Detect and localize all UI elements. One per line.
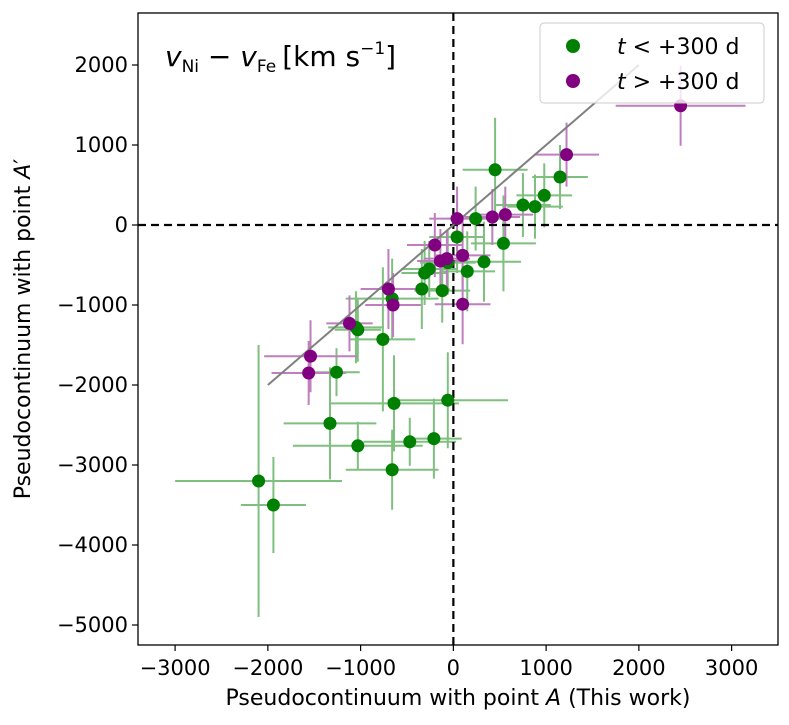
x-tick-label: 1000: [519, 656, 572, 680]
y-tick-label: 2000: [75, 53, 128, 77]
y-axis-ticks: −5000 −4000 −3000 −2000 −1000 0 1000 2000: [57, 53, 138, 637]
data-point-early: [516, 198, 530, 212]
legend-marker-early: [566, 39, 580, 53]
legend: t < +300 d t > +300 d: [539, 22, 765, 104]
y-tick-label: 1000: [75, 133, 128, 157]
title-close: ]: [385, 40, 396, 73]
data-point-early: [323, 416, 337, 430]
data-point-late: [386, 298, 400, 312]
legend-frame: [539, 22, 765, 104]
y-tick-label: 0: [115, 213, 128, 237]
legend-label-late: t > +300 d: [617, 70, 739, 95]
legend-marker-late: [566, 74, 580, 88]
data-point-early: [329, 365, 343, 379]
data-point-early: [266, 498, 280, 512]
data-point-late: [456, 248, 470, 262]
x-tick-label: −2000: [232, 656, 303, 680]
title-minus: −: [199, 40, 240, 73]
y-tick-label: −4000: [57, 533, 128, 557]
legend-var-early: t: [617, 35, 627, 60]
data-point-early: [415, 282, 429, 296]
x-tick-label: 0: [447, 656, 460, 680]
data-point-early: [537, 188, 551, 202]
data-point-late: [498, 208, 512, 222]
data-point-late: [456, 297, 470, 311]
data-point-late: [485, 210, 499, 224]
y-tick-label: −3000: [57, 453, 128, 477]
x-axis-ticks: −3000 −2000 −1000 0 1000 2000 3000: [140, 645, 758, 680]
title-units: [km s: [282, 40, 360, 73]
data-point-early: [460, 264, 474, 278]
error-bars: [175, 65, 746, 617]
legend-text-early: < +300 d: [626, 35, 740, 60]
data-point-early: [427, 432, 441, 446]
data-point-early: [403, 435, 417, 449]
data-point-late: [381, 282, 395, 296]
x-axis-label-pre: Pseudocontinuum with point: [226, 686, 547, 711]
data-point-early: [528, 200, 542, 214]
data-point-early: [477, 255, 491, 269]
data-point-late: [450, 212, 464, 226]
data-point-early: [496, 236, 510, 250]
data-point-early: [435, 284, 449, 298]
data-point-early: [488, 163, 502, 177]
chart-title: vNi − vFe [km s−1]: [165, 39, 396, 77]
x-axis-label-post: (This work): [561, 686, 690, 711]
plot-frame: [137, 12, 779, 646]
fit-line-layer: [267, 64, 640, 386]
y-axis-label: Pseudocontinuum with point A′: [11, 159, 36, 500]
data-point-early: [376, 332, 390, 346]
x-axis-label-var: A: [544, 686, 561, 711]
title-sub-fe: Fe: [257, 57, 276, 77]
data-points: [252, 99, 688, 512]
x-tick-label: −3000: [140, 656, 211, 680]
y-axis-label-pre: Pseudocontinuum with point: [11, 179, 36, 500]
y-axis-label-prime: ′: [11, 159, 36, 164]
plot-marks: [138, 13, 778, 645]
title-exponent: −1: [360, 39, 385, 59]
data-point-late: [428, 238, 442, 252]
data-point-early: [450, 230, 464, 244]
data-point-late: [302, 366, 316, 380]
y-tick-label: −5000: [57, 613, 128, 637]
legend-var-late: t: [617, 70, 627, 95]
data-point-early: [553, 170, 567, 184]
data-point-early: [387, 396, 401, 410]
data-point-early: [441, 393, 455, 407]
y-tick-label: −2000: [57, 373, 128, 397]
y-tick-label: −1000: [57, 293, 128, 317]
legend-text-late: > +300 d: [626, 70, 740, 95]
title-sub-ni: Ni: [182, 57, 199, 77]
data-point-early: [422, 262, 436, 276]
data-point-early: [351, 439, 365, 453]
legend-label-early: t < +300 d: [617, 35, 739, 60]
y-axis-label-var: A: [11, 164, 36, 181]
title-v1: v: [165, 40, 182, 73]
data-point-early: [385, 463, 399, 477]
data-point-late: [560, 148, 574, 162]
x-axis-label: Pseudocontinuum with point A (This work): [226, 686, 691, 711]
x-tick-label: −1000: [325, 656, 396, 680]
x-tick-label: 2000: [612, 656, 665, 680]
data-point-early: [469, 212, 483, 226]
x-tick-label: 3000: [705, 656, 758, 680]
data-point-early: [252, 474, 266, 488]
data-point-late: [304, 349, 318, 363]
title-v2: v: [240, 40, 257, 73]
data-point-late: [342, 316, 356, 330]
data-point-late: [440, 252, 454, 266]
fit-line: [267, 64, 640, 386]
